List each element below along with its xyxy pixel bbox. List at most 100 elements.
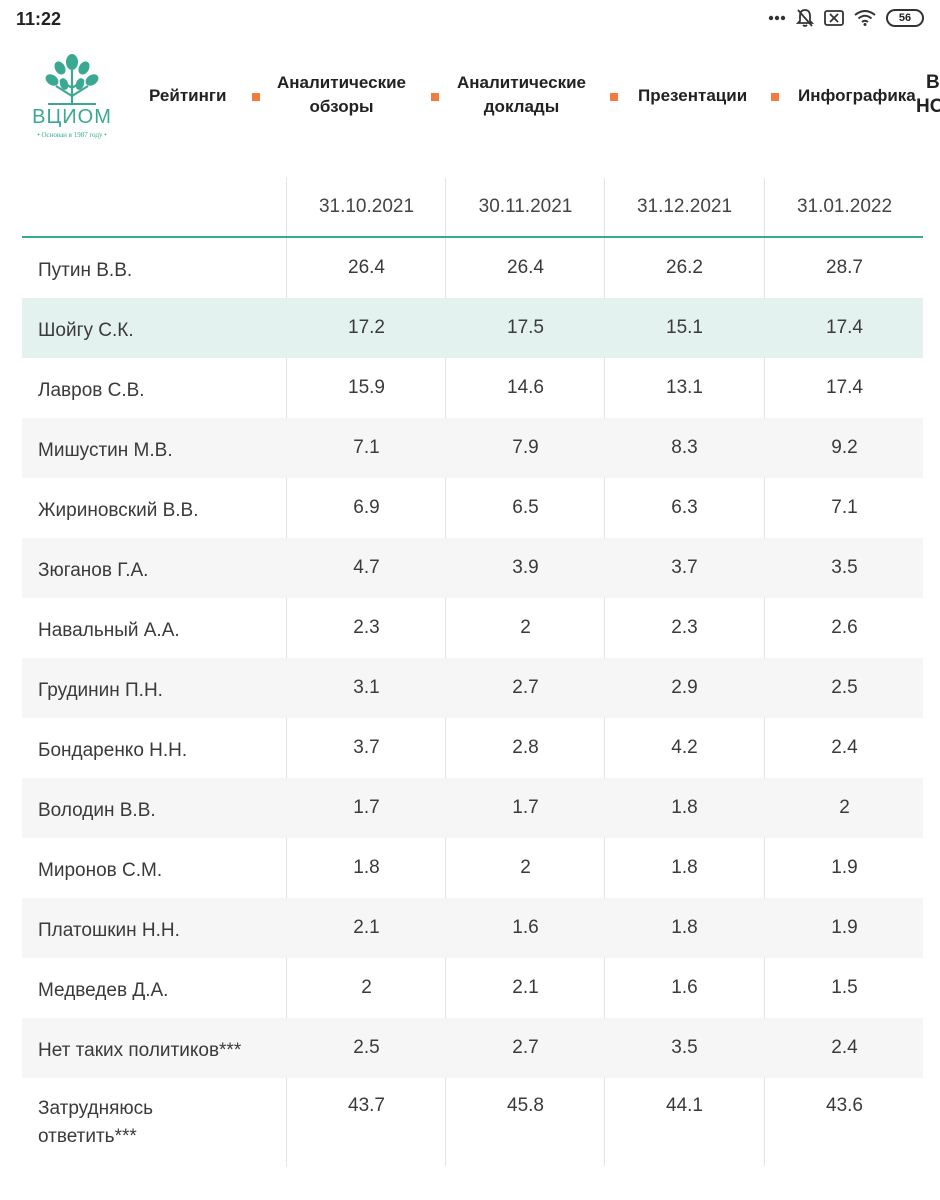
nav-news-line1: В — [926, 72, 940, 93]
rating-value: 14.6 — [507, 377, 544, 398]
rating-value: 2.7 — [512, 1037, 539, 1058]
rating-value: 2 — [520, 857, 531, 878]
status-icons: 56 — [768, 8, 924, 28]
rating-value: 28.7 — [826, 257, 863, 278]
nav-analytical-reviews[interactable]: Аналитические обзоры — [277, 71, 406, 119]
rating-value: 7.1 — [353, 437, 380, 458]
rating-value: 1.7 — [353, 797, 380, 818]
rating-value: 3.7 — [671, 557, 698, 578]
rating-value: 17.5 — [507, 317, 544, 338]
tree-logo-icon — [45, 54, 99, 105]
wifi-icon — [854, 10, 876, 26]
nav-separator-dot — [771, 93, 779, 101]
rating-value: 6.9 — [353, 497, 380, 518]
column-header: 30.11.2021 — [478, 196, 573, 217]
rating-value: 2.3 — [353, 617, 380, 638]
rating-value: 2.7 — [512, 677, 539, 698]
rating-value: 6.5 — [512, 497, 539, 518]
rating-value: 1.6 — [512, 917, 539, 938]
politician-name: Зюганов Г.А. — [38, 560, 149, 581]
table-row: Жириновский В.В. 6.9 6.5 6.3 7.1 — [22, 478, 923, 538]
rating-value: 13.1 — [666, 377, 703, 398]
logo-text: ВЦИОМ — [32, 106, 112, 128]
table-row: Платошкин Н.Н. 2.1 1.6 1.8 1.9 — [22, 898, 923, 958]
politician-name: Затрудняюсь ответить*** — [38, 1098, 154, 1147]
politician-name: Платошкин Н.Н. — [38, 920, 180, 941]
table-row: Затрудняюсь ответить*** 43.7 45.8 44.1 43.6 — [22, 1078, 923, 1168]
rating-value: 26.2 — [666, 257, 703, 278]
column-header: 31.01.2022 — [796, 196, 893, 217]
rating-value: 4.7 — [353, 557, 380, 578]
rating-value: 2.1 — [353, 917, 380, 938]
rating-value: 26.4 — [348, 257, 385, 278]
rating-value: 45.8 — [507, 1095, 544, 1116]
nav-news-cutoff[interactable]: В НО — [916, 71, 940, 119]
rating-value: 9.2 — [831, 437, 858, 458]
table-row: Зюганов Г.А. 4.7 3.9 3.7 3.5 — [22, 538, 923, 598]
nav-analytical-reviews-line1: Аналитические — [277, 73, 406, 92]
politician-name: Миронов С.М. — [38, 860, 163, 881]
nav-separator-dot — [252, 93, 260, 101]
rating-value: 3.9 — [512, 557, 539, 578]
table-row: Медведев Д.А. 2 2.1 1.6 1.5 — [22, 958, 923, 1018]
rating-value: 3.7 — [353, 737, 380, 758]
rating-value: 3.1 — [353, 677, 380, 698]
status-bar: 11:22 56 — [0, 0, 940, 40]
table-row: Миронов С.М. 1.8 2 1.8 1.9 — [22, 838, 923, 898]
nav-separator-dot — [431, 93, 439, 101]
nav-infographics[interactable]: Инфографика — [798, 86, 916, 105]
politician-name: Мишустин М.В. — [38, 440, 173, 461]
rating-value: 3.5 — [831, 557, 858, 578]
table-row: Нет таких политиков*** 2.5 2.7 3.5 2.4 — [22, 1018, 923, 1078]
rating-value: 2 — [839, 797, 850, 818]
table-header: 31.10.2021 30.11.2021 31.12.2021 31.01.2… — [22, 178, 923, 238]
more-dots-icon — [768, 15, 786, 21]
table-row: Шойгу С.К. 17.2 17.5 15.1 17.4 — [22, 298, 923, 358]
rating-value: 2.6 — [831, 617, 858, 638]
nav-ratings[interactable]: Рейтинги — [149, 86, 227, 105]
status-time: 11:22 — [16, 9, 62, 29]
rating-value: 1.9 — [831, 857, 858, 878]
rating-value: 1.6 — [671, 977, 698, 998]
politician-name: Бондаренко Н.Н. — [38, 740, 188, 761]
nav-analytical-reports[interactable]: Аналитические доклады — [457, 71, 586, 119]
rating-value: 2.4 — [831, 1037, 858, 1058]
politician-name: Володин В.В. — [38, 800, 156, 821]
rating-value: 6.3 — [671, 497, 698, 518]
rating-value: 2 — [361, 977, 372, 998]
sim-off-icon — [824, 10, 844, 26]
rating-value: 1.7 — [512, 797, 539, 818]
rating-value: 8.3 — [671, 437, 698, 458]
rating-value: 3.5 — [671, 1037, 698, 1058]
rating-value: 43.6 — [826, 1095, 863, 1116]
battery-indicator: 56 — [886, 9, 924, 27]
table-row: Бондаренко Н.Н. 3.7 2.8 4.2 2.4 — [22, 718, 923, 778]
rating-value: 7.1 — [831, 497, 858, 518]
column-header: 31.12.2021 — [636, 196, 733, 217]
vciom-logo[interactable]: ВЦИОМ • Основан в 1987 году • — [18, 54, 126, 140]
politician-name: Шойгу С.К. — [38, 320, 134, 341]
rating-value: 2.4 — [831, 737, 858, 758]
nav-news-line2: НО — [916, 96, 940, 117]
mute-bell-icon — [796, 8, 814, 28]
ratings-table: 31.10.2021 30.11.2021 31.12.2021 31.01.2… — [22, 178, 923, 1168]
rating-value: 1.5 — [831, 977, 858, 998]
politician-name: Навальный А.А. — [38, 620, 180, 641]
nav-presentations[interactable]: Презентации — [638, 86, 748, 105]
rating-value: 17.2 — [348, 317, 385, 338]
rating-value: 2 — [520, 617, 531, 638]
nav-analytical-reports-line1: Аналитические — [457, 73, 586, 92]
table-row: Навальный А.А. 2.3 2 2.3 2.6 — [22, 598, 923, 658]
rating-value: 1.8 — [671, 857, 698, 878]
rating-value: 2.9 — [671, 677, 698, 698]
politician-name: Нет таких политиков*** — [38, 1040, 242, 1061]
rating-value: 44.1 — [666, 1095, 703, 1116]
table-row: Мишустин М.В. 7.1 7.9 8.3 9.2 — [22, 418, 923, 478]
politician-name: Грудинин П.Н. — [38, 680, 163, 701]
rating-value: 1.8 — [671, 917, 698, 938]
table-row: Володин В.В. 1.7 1.7 1.8 2 — [22, 778, 923, 838]
rating-value: 1.8 — [353, 857, 380, 878]
nav-analytical-reviews-line2: обзоры — [309, 97, 374, 116]
rating-value: 26.4 — [507, 257, 544, 278]
rating-value: 2.5 — [831, 677, 858, 698]
